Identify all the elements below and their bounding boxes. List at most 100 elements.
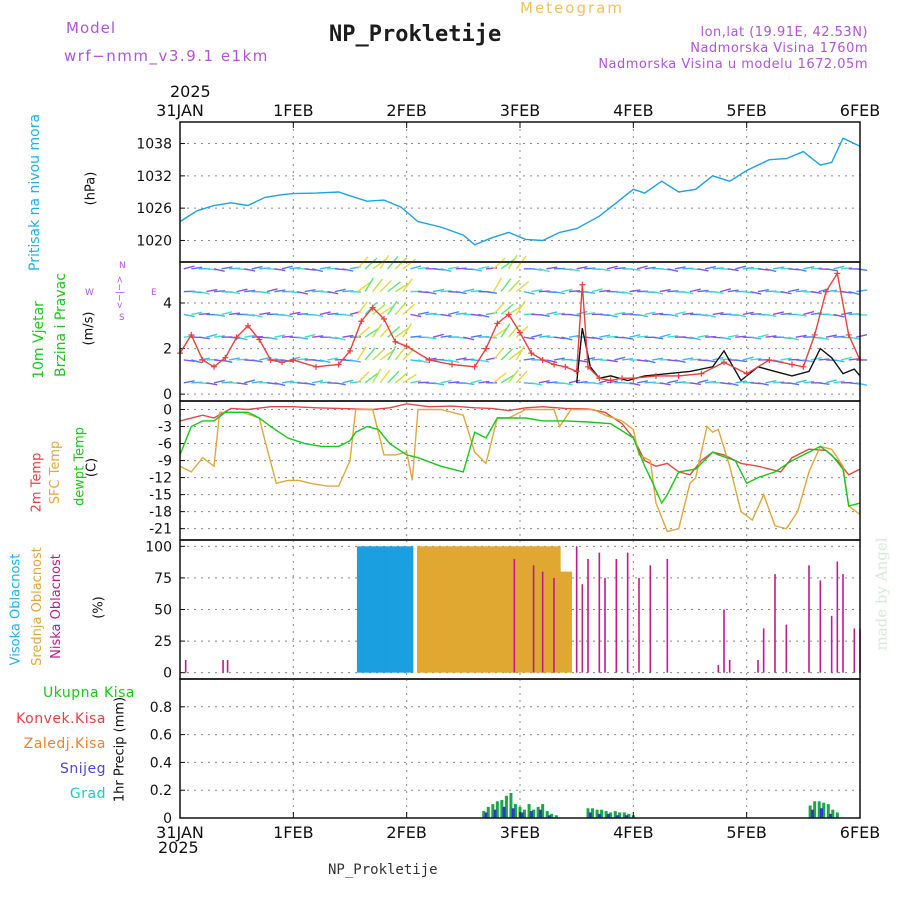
cloud-bar [717,665,720,673]
wind-arrow [357,371,370,384]
wind-arrow [780,336,792,340]
wind-arrow [848,290,860,295]
cloud-tick-label: 0 [163,666,172,682]
wind-arrow [606,359,618,363]
wind-arrow [697,334,709,338]
wind-arrow [312,313,324,318]
model-altitude: Nadmorska Visina u modelu 1672.05m [598,57,868,72]
precip-bar [502,806,506,818]
wind-gust-marker [721,359,727,366]
wind-arrow [410,359,422,363]
wind-arrow [689,288,701,293]
wind-arrow [667,379,679,384]
precip-label-snow: Snijeg [59,761,106,777]
wind-gust-marker [675,372,682,379]
wind-arrow [478,313,490,318]
wind-arrow [621,336,633,340]
time-label-top: 4FEB [613,101,653,120]
wind-arrow [538,379,550,384]
station-title: NP_Prokletije [329,22,502,47]
wind-arrow [636,380,649,384]
wind-arrow [312,335,324,338]
temperature-tick-label: -12 [149,471,172,487]
wind-arrow [304,382,316,386]
precip-bar [822,802,826,818]
precip-bar [597,813,601,818]
cloud-bar [513,558,516,673]
temperature-tick-label: -3 [158,420,172,436]
cloud-bar [638,577,640,673]
wind-arrow [591,336,603,341]
wind-arrow [531,333,543,338]
cloud-bar [853,628,856,673]
wind-arrow [183,359,195,363]
wind-arrow [342,334,354,338]
wind-gust-marker [539,356,546,363]
wind-arrow [697,289,709,293]
station-coords: lon,lat (19.91E, 42.53N) [700,25,868,40]
wind-arrow [810,267,822,270]
wind-tick-label: 0 [163,387,172,403]
wind-series-line [576,327,861,383]
wind-arrow [281,265,293,270]
wind-arrow [470,313,482,317]
wind-arrow [735,335,747,338]
precip-bar [493,809,497,818]
wind-arrow [515,281,530,293]
wind-arrow [629,382,641,386]
wind-gust-marker [698,370,705,377]
wind-arrow [841,290,853,294]
wind-arrow [259,311,271,316]
wind-arrow [735,313,747,318]
wind-arrow [780,357,792,361]
wind-arrow [742,356,754,361]
pressure-panel [179,121,861,263]
wind-arrow [304,268,316,271]
wind-arrow [500,323,511,338]
temperature-tick-label: -18 [149,505,172,521]
wind-arrow [757,382,769,386]
wind-gust-marker [607,377,614,384]
wind-arrow [266,288,278,293]
wind-arrow [780,290,792,295]
wind-arrow [198,312,210,316]
precip-bar [831,809,835,818]
wind-arrow [757,333,769,338]
precip-bar [554,815,558,818]
cloud-bar [785,624,788,673]
wind-arrow [244,313,256,317]
wind-gust-marker [811,331,818,338]
wind-arrow [327,336,339,340]
wind-arrow [191,359,203,364]
wind-arrow [606,265,618,270]
wind-arrow [251,380,263,384]
wind-arrow [379,350,394,361]
cloud-bar [184,660,187,673]
wind-gust-marker [381,315,387,322]
wind-arrow [228,357,241,361]
wind-gust-marker [823,288,829,295]
wind-gust-marker [630,375,637,382]
wind-arrow [364,347,376,361]
precip-bar [609,812,613,818]
time-label-bottom: 31JAN [156,823,204,842]
wind-arrow [795,268,807,272]
wind-arrow [304,333,316,338]
precip-bar [835,812,839,818]
wind-arrow [614,356,626,361]
wind-arrow [773,381,785,384]
wind-arrow [515,345,525,361]
precip-bar [808,805,812,818]
wind-arrow [394,327,409,338]
wind-arrow [599,334,611,338]
wind-gust-marker [585,363,591,370]
wind-arrow [810,290,822,295]
wind-arrow [342,379,354,384]
cloud-bar [581,584,584,673]
wind-arrow [259,356,271,361]
wind-arrow [297,312,309,316]
wind-arrow [251,359,263,363]
wind-arrow [425,312,437,316]
wind-arrow [372,278,384,293]
